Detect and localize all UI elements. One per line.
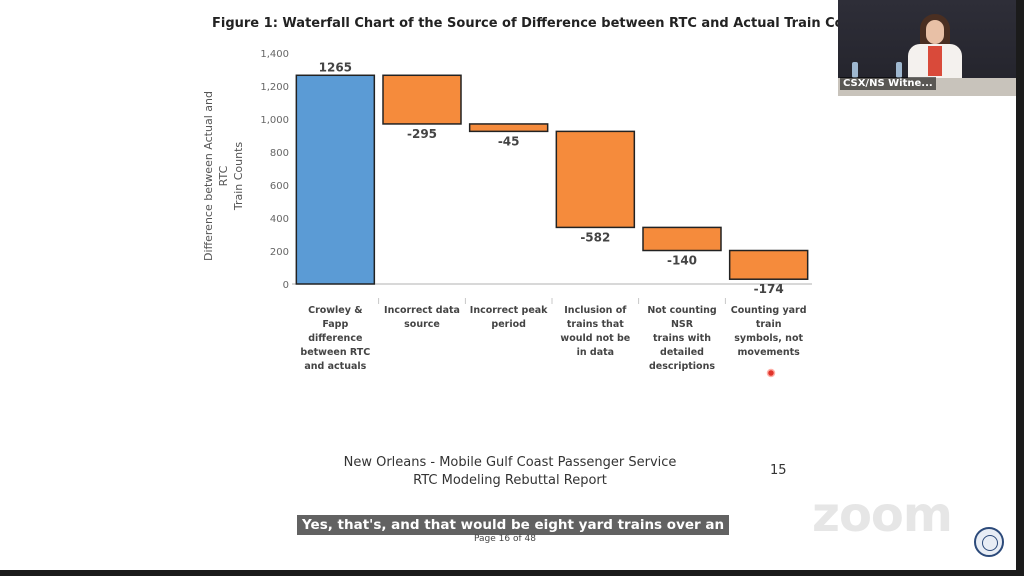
x-category-label: Incorrect data source [379, 304, 465, 332]
y-tick-label: 600 [270, 181, 289, 192]
y-tick-label: 1,000 [260, 115, 289, 126]
y-tick-label: 400 [270, 214, 289, 225]
slide-page-number: 15 [770, 463, 787, 478]
waterfall-bar [642, 226, 722, 252]
y-tick-label: 1,400 [260, 49, 289, 60]
x-category-label-line: Not counting [647, 305, 717, 316]
y-tick-label: 200 [270, 247, 289, 258]
bar-data-label: -295 [407, 127, 437, 141]
bar-data-label: -140 [667, 254, 697, 268]
zoom-watermark: zoom [812, 487, 953, 543]
participant-name-label: CSX/NS Witne... [840, 77, 936, 90]
agency-seal-icon [974, 527, 1004, 557]
window-frame-right [1016, 0, 1024, 576]
participant-top [928, 46, 942, 76]
x-category-label-line: Inclusion of [564, 305, 627, 316]
x-category-label-line: movements [737, 347, 800, 358]
page-indicator: Page 16 of 48 [474, 534, 536, 544]
x-category-label-line: train [755, 319, 782, 330]
x-category-label: Crowley & Fapp difference between RTC and ac… [292, 304, 378, 374]
x-category-label-line: Incorrect peak [469, 305, 548, 316]
footer-title: New Orleans - Mobile Gulf Coast Passenge… [343, 455, 677, 470]
x-category-label-line: trains with [653, 333, 711, 344]
x-category-label-line: period [491, 319, 526, 330]
bar-data-label: -174 [754, 282, 784, 296]
x-category-label-line: source [404, 319, 440, 330]
y-tick-label: 800 [270, 148, 289, 159]
x-category-label: Not counting NSR trains with detailed descri… [639, 304, 725, 374]
waterfall-bar [382, 74, 462, 125]
x-category-label-line: descriptions [648, 361, 715, 372]
x-category-label-line: NSR [670, 319, 694, 330]
x-category-label: Counting yard train symbols, not movements [726, 304, 812, 360]
footer-subtitle: RTC Modeling Rebuttal Report [413, 473, 607, 488]
y-axis-title: RTC [217, 165, 230, 186]
x-category-label-line: in data [576, 347, 615, 358]
bar-data-label: -45 [498, 134, 520, 148]
waterfall-chart: 0 200 400 600 800 1,000 1,200 1,400 Difference b… [202, 49, 812, 378]
x-category-label-line: Counting yard [730, 305, 807, 316]
y-axis-title: Difference between Actual and [202, 91, 215, 261]
y-tick-label: 1,200 [260, 82, 289, 93]
bar-data-label: -582 [580, 230, 610, 244]
x-category-label: Inclusion of trains that would not be in da… [552, 304, 638, 360]
x-category-label-line: trains that [566, 319, 624, 330]
bar-data-label: 1265 [319, 60, 352, 74]
x-category-label-line: difference [308, 333, 363, 344]
live-caption: Yes, that's, and that would be eight yar… [297, 515, 730, 535]
y-axis-title: Train Counts [232, 142, 245, 212]
x-category-label-line: Fapp [322, 319, 349, 330]
waterfall-bar [555, 130, 636, 229]
water-bottle-icon [896, 62, 902, 78]
participant-video-tile[interactable]: CSX/NS Witne... [838, 0, 1016, 96]
x-category-label-line: symbols, not [734, 333, 804, 344]
window-frame-bottom [0, 570, 1024, 576]
participant-face [926, 20, 944, 44]
waterfall-bar [468, 123, 549, 133]
chart-title: Figure 1: Waterfall Chart of the Source … [212, 16, 877, 31]
water-bottle-icon [852, 62, 858, 78]
x-category-label-line: detailed [660, 347, 704, 358]
waterfall-bar [295, 74, 376, 285]
x-category-label-line: Incorrect data [384, 305, 460, 316]
waterfall-bar [728, 249, 809, 280]
mouse-cursor-dot [766, 368, 776, 378]
x-category-label-line: Crowley & [308, 305, 363, 316]
y-tick-label: 0 [283, 280, 289, 291]
x-category-label: Incorrect peak period [466, 304, 552, 332]
x-category-label-line: and actuals [304, 361, 367, 372]
x-category-label-line: would not be [560, 333, 631, 344]
x-category-label-line: between RTC [300, 347, 371, 358]
